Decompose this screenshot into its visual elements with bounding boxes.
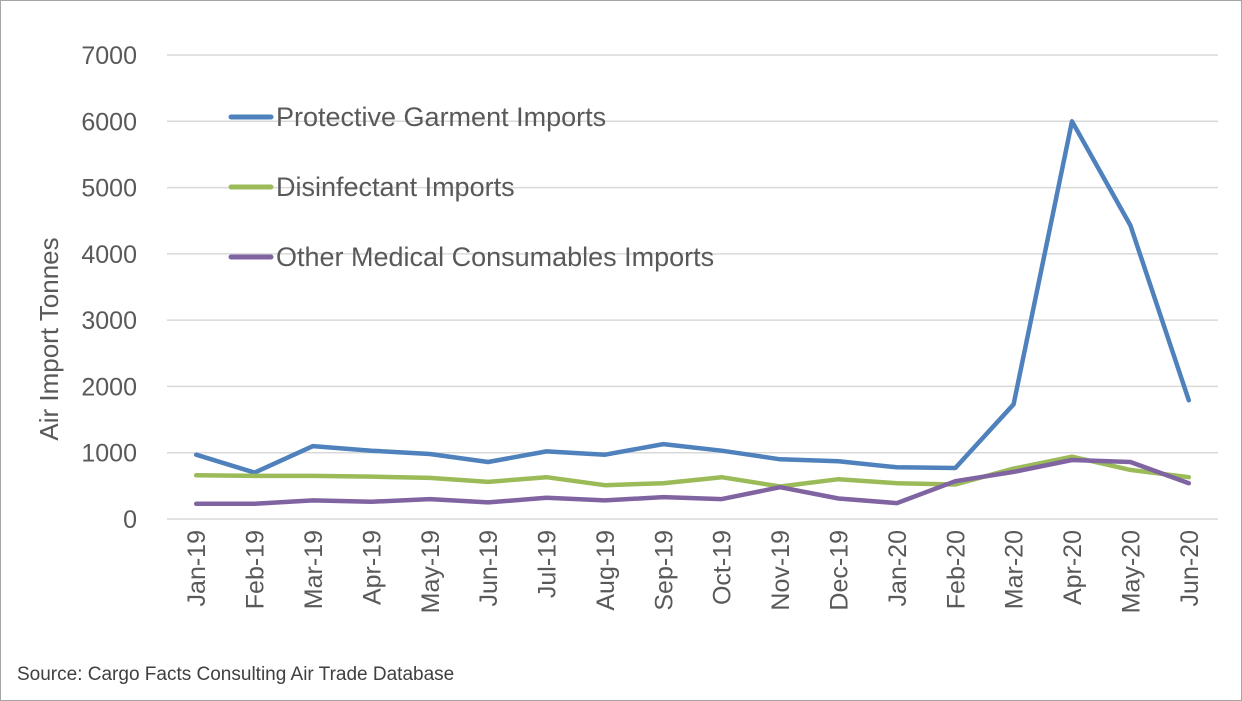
legend-label: Disinfectant Imports: [276, 172, 515, 202]
y-tick-label: 7000: [81, 42, 137, 70]
y-tick-label: 4000: [81, 241, 137, 269]
x-tick-label: Jan-20: [884, 530, 912, 606]
x-tick-label: Aug-19: [592, 530, 620, 611]
gridlines: [167, 54, 1218, 520]
y-tick-label: 6000: [81, 108, 137, 136]
x-tick-label: Jan-19: [183, 530, 211, 606]
x-tick-label: Nov-19: [767, 530, 795, 611]
x-tick-label: Apr-20: [1059, 530, 1087, 605]
x-tick-label: May-19: [417, 530, 445, 613]
legend: Protective Garment Imports Disinfectant I…: [228, 102, 714, 272]
source-note: Source: Cargo Facts Consulting Air Trade…: [17, 664, 455, 685]
x-tick-label: Mar-20: [1001, 530, 1029, 609]
x-tick-label: Apr-19: [358, 530, 386, 605]
series-line-2: [193, 454, 1192, 489]
series-line-3: [193, 457, 1192, 507]
y-tick-label: 5000: [81, 175, 137, 203]
x-tick-label: Feb-20: [942, 530, 970, 609]
y-tick-label: 2000: [81, 373, 137, 401]
series-line-1: [193, 119, 1192, 475]
y-tick-label: 0: [123, 506, 137, 534]
x-tick-label: Dec-19: [825, 530, 853, 611]
x-tick-label: Jul-19: [534, 530, 562, 598]
y-tick-label: 1000: [81, 440, 137, 468]
legend-label: Other Medical Consumables Imports: [276, 242, 714, 272]
x-tick-label: May-20: [1117, 530, 1145, 613]
x-tick-label: Jun-19: [475, 530, 503, 606]
y-tick-label: 3000: [81, 307, 137, 335]
y-tick-labels: 0 1000 2000 3000 4000 5000 6000 7000: [81, 42, 137, 534]
x-tick-label: Feb-19: [242, 530, 270, 609]
y-axis-label: Air Import Tonnes: [34, 237, 64, 440]
legend-label: Protective Garment Imports: [276, 102, 606, 132]
x-tick-label: Mar-19: [300, 530, 328, 609]
series-lines: [193, 119, 1192, 507]
x-tick-label: Jun-20: [1176, 530, 1204, 606]
x-tick-label: Sep-19: [650, 530, 678, 611]
x-tick-labels: Jan-19 Feb-19 Mar-19 Apr-19 May-19 Jun-19 Jul-…: [183, 530, 1204, 613]
x-tick-label: Oct-19: [709, 530, 737, 605]
